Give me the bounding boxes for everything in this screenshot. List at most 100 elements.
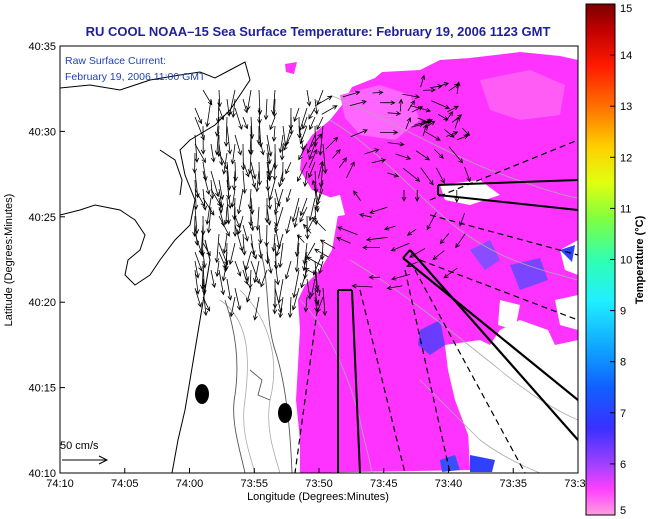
current-vector (421, 119, 433, 126)
no-data-region (285, 62, 297, 74)
current-vector (226, 278, 233, 301)
current-vector (314, 98, 319, 115)
current-vector (266, 152, 272, 176)
current-vector (302, 223, 312, 234)
current-vector (278, 242, 284, 269)
current-vector (232, 206, 238, 237)
current-vector (308, 161, 316, 179)
current-vector (210, 269, 217, 289)
current-vector (263, 98, 269, 121)
y-axis: 40:10 40:15 40:20 40:25 40:30 40:35 (28, 41, 65, 480)
current-vector (194, 287, 202, 308)
current-vector (448, 83, 460, 92)
current-vector (426, 211, 437, 231)
current-vector (230, 143, 236, 165)
colorbar-label: Temperature (°C) (634, 215, 646, 304)
current-vector (438, 114, 449, 121)
current-vector (304, 267, 316, 275)
current-vector (218, 143, 224, 167)
current-vector (387, 111, 402, 116)
current-vector (214, 125, 220, 156)
current-vector (303, 170, 308, 187)
current-vector (267, 161, 276, 181)
current-vectors (192, 74, 471, 321)
current-vector (291, 287, 300, 311)
current-vector (288, 116, 294, 136)
current-vector (242, 269, 249, 286)
current-vector (247, 134, 253, 155)
current-vector (229, 296, 236, 318)
sst-warm-patch (340, 85, 420, 140)
current-vector (260, 269, 268, 288)
current-vector (454, 190, 460, 203)
scale-label: 50 cm/s (60, 440, 99, 452)
current-vector (304, 215, 310, 240)
current-vector (431, 100, 451, 110)
current-vector (299, 125, 308, 145)
current-vector (318, 161, 324, 188)
current-vector (308, 143, 316, 161)
current-vector (285, 215, 292, 235)
current-vector (337, 226, 358, 235)
current-vector (420, 167, 434, 186)
current-vector (257, 89, 263, 116)
sst-warm-patch (480, 70, 565, 120)
current-vector (364, 148, 380, 155)
current-vector (285, 161, 292, 175)
current-vector (293, 206, 300, 228)
current-vector (194, 116, 205, 141)
current-vector (236, 188, 244, 215)
no-data-region (555, 295, 578, 330)
site-marker (278, 403, 292, 423)
current-vector (406, 261, 418, 268)
current-vector (292, 269, 300, 299)
current-vector (269, 116, 276, 131)
current-vector (402, 167, 421, 182)
current-vector (409, 248, 426, 258)
current-vector (456, 134, 469, 141)
current-vector (257, 161, 262, 186)
current-vector (365, 236, 388, 242)
current-vector (215, 260, 220, 278)
radar-lines (294, 139, 578, 473)
site-marker (195, 384, 209, 404)
current-vector (297, 161, 308, 182)
current-vector (306, 89, 312, 107)
current-vector (222, 233, 228, 254)
current-vector (296, 234, 305, 243)
current-vector (247, 152, 253, 175)
sst-cool-patch (510, 258, 548, 290)
current-vector (309, 278, 316, 298)
current-vector (253, 260, 260, 284)
current-vector (321, 105, 338, 115)
current-vector (432, 250, 445, 261)
current-vector (285, 188, 292, 203)
current-vector (253, 296, 260, 321)
current-vector (223, 116, 229, 147)
current-vector (336, 236, 351, 244)
current-vector (306, 134, 316, 154)
current-vector (274, 188, 284, 216)
current-vector (309, 116, 316, 131)
current-vector (424, 131, 441, 141)
current-vector (250, 161, 257, 180)
colorbar-tick-label: 11 (620, 203, 631, 215)
current-vector (444, 129, 455, 138)
current-vector (316, 296, 324, 314)
scale-arrow (62, 455, 109, 465)
sst-cool-patch (440, 455, 460, 472)
x-tick-label: 73:35 (499, 478, 527, 490)
colorbar-tick-label: 9 (620, 306, 626, 318)
current-vector (271, 125, 277, 142)
current-vector (274, 206, 284, 234)
current-vector (194, 107, 203, 125)
colorbar-tick-label: 14 (620, 50, 632, 62)
current-time: February 19, 2006 11:00 GMT (65, 71, 206, 83)
current-vector (445, 111, 454, 122)
current-vector (230, 188, 236, 208)
current-vector (275, 233, 284, 257)
current-label: Raw Surface Current: (65, 55, 166, 67)
current-vector (194, 269, 201, 295)
colorbar-tick-label: 10 (620, 255, 632, 267)
current-vector (415, 150, 431, 161)
